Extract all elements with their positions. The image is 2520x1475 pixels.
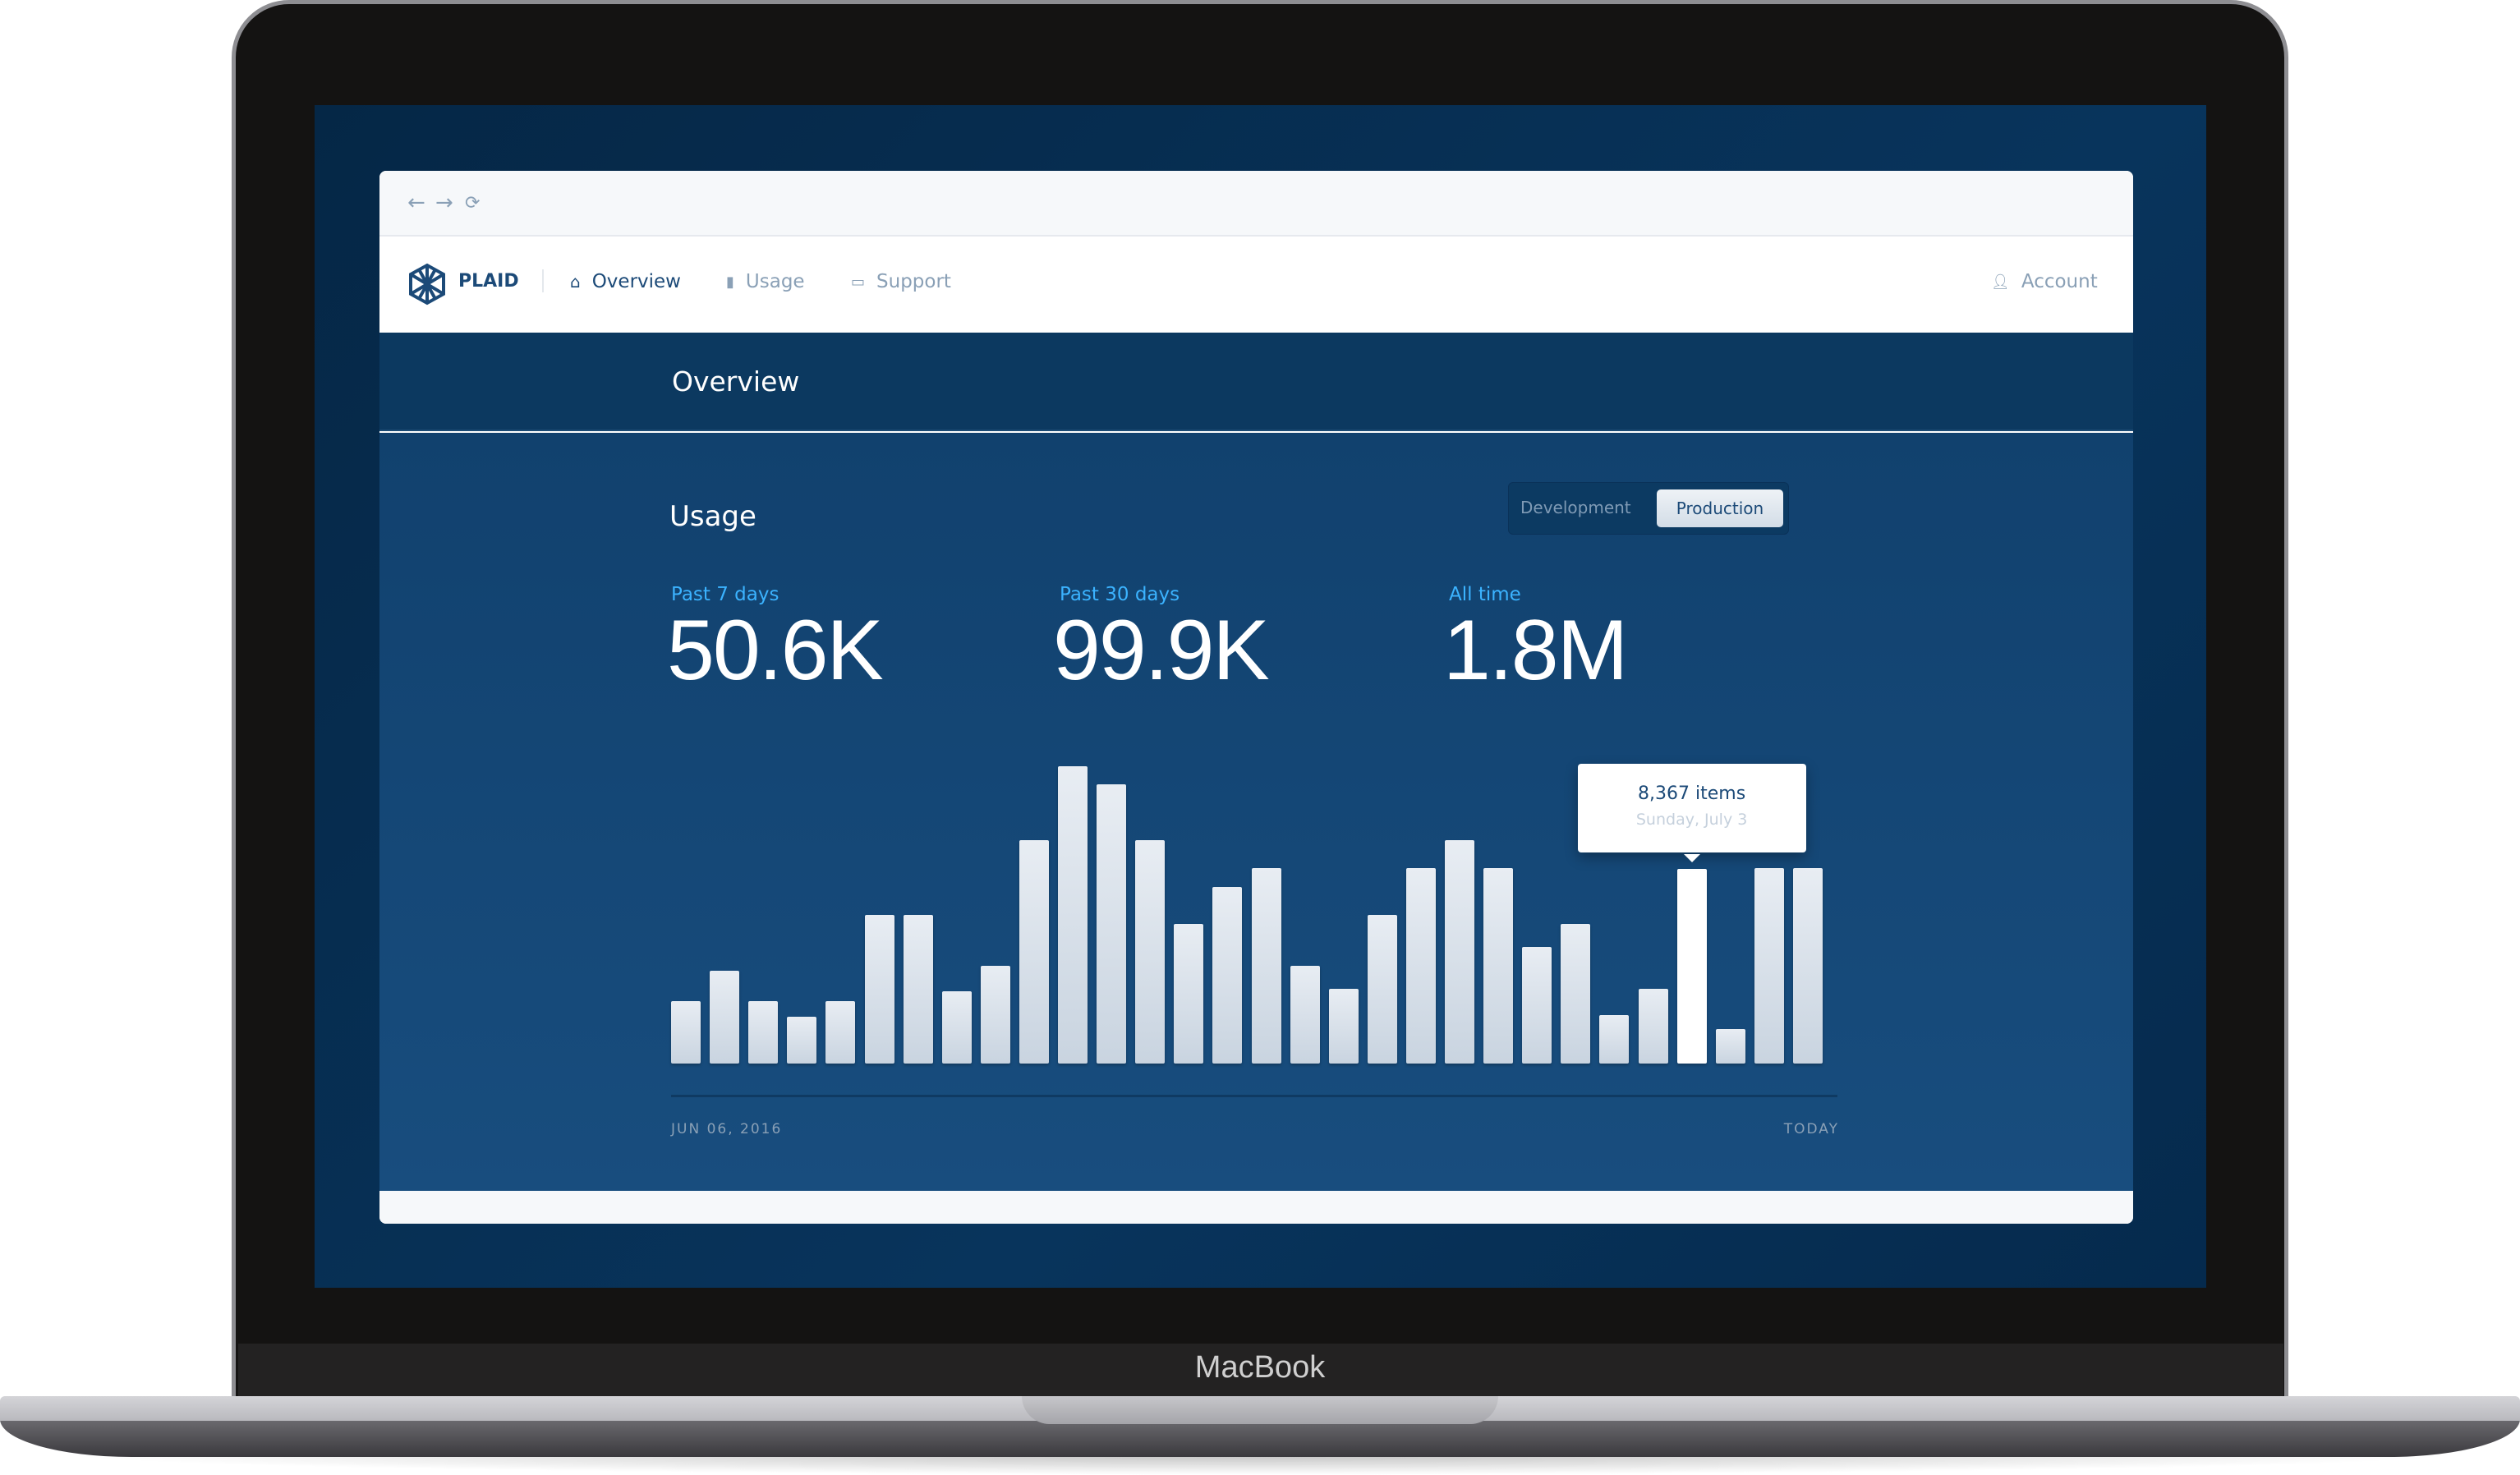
chart-bar[interactable] [864,914,894,1064]
toggle-production[interactable]: Production [1657,489,1783,527]
nav-item-usage[interactable]: ▮ Usage [726,271,805,292]
chart-bar[interactable] [825,1000,856,1064]
nav-item-label: Overview [591,271,681,292]
chart-bar[interactable] [1097,784,1127,1064]
chart-bar[interactable] [1290,966,1320,1064]
chart-bar[interactable] [1561,924,1591,1064]
nav-item-overview[interactable]: ⌂ Overview [570,271,681,292]
chart-bar[interactable] [1754,868,1784,1064]
page-footer [379,1191,2133,1224]
chart-tooltip: 8,367 items Sunday, July 3 [1577,764,1806,863]
chart-bar[interactable] [1251,868,1281,1064]
bar-chart-icon: ▮ [726,273,734,291]
stat-label: All time [1449,584,1521,605]
chart-bar[interactable] [787,1017,817,1064]
arrow-right-icon[interactable]: → [435,191,453,215]
chart-bar[interactable] [748,1000,779,1064]
device-brand: MacBook [1194,1350,1326,1385]
chart-bar[interactable] [903,914,933,1064]
nav-item-support[interactable]: ▭ Support [851,271,951,292]
user-icon: 👤︎ [1991,273,2010,291]
chart-bar[interactable] [941,991,972,1064]
laptop-notch [1022,1396,1498,1424]
laptop-chin [238,1344,2283,1406]
page-title: Overview [672,365,800,397]
chart-bar[interactable] [1483,868,1514,1064]
laptop-shadow [49,1454,2472,1475]
chart-bar[interactable] [1445,840,1474,1064]
toggle-development[interactable]: Development [1520,498,1631,517]
nav-item-label: Usage [745,271,805,292]
chart-bar[interactable] [1019,840,1049,1064]
chart-bar[interactable] [671,1000,701,1064]
logo-text: PLAID [458,271,519,292]
chart-bar[interactable] [1367,914,1397,1064]
laptop-base [0,1419,2520,1457]
chart-bar[interactable] [1676,869,1707,1064]
section-title: Usage [669,500,756,533]
home-icon: ⌂ [570,272,581,292]
tooltip-value: 8,367 items [1638,783,1746,805]
stat-label: Past 7 days [671,584,779,605]
tooltip-date: Sunday, July 3 [1635,811,1748,829]
chart-bar[interactable] [1405,868,1436,1064]
stat-label: Past 30 days [1060,584,1180,605]
chart-bar[interactable] [1715,1028,1745,1064]
chart-bar[interactable] [1135,840,1166,1064]
environment-toggle: Development Production [1508,482,1789,535]
chart-bar[interactable] [1599,1014,1630,1064]
chart-bar[interactable] [1792,868,1823,1064]
nav-item-label: Support [876,271,951,292]
stat-value: 50.6K [667,603,884,698]
x-axis-start-label: JUN 06, 2016 [671,1121,783,1137]
nav-divider [542,269,544,292]
chart-bar[interactable] [710,970,740,1064]
chart-bar[interactable] [1522,947,1552,1064]
chat-icon: ▭ [851,273,866,291]
account-link[interactable]: 👤︎ Account [1991,271,2098,292]
plaid-logo-icon[interactable] [407,263,447,306]
stat-value: 1.8M [1443,603,1628,698]
chart-bar[interactable] [1328,989,1359,1064]
chart-bar[interactable] [1174,924,1204,1064]
browser-toolbar: ← → ⟳ [379,171,2133,237]
browser-window: ← → ⟳ PLAID ⌂ Overview ▮ Usage ▭ Support… [379,171,2133,1224]
stat-value: 99.9K [1053,603,1270,698]
chart-bar[interactable] [1638,989,1668,1064]
x-axis-end-label: TODAY [1783,1121,1839,1137]
arrow-left-icon[interactable]: ← [407,191,425,215]
reload-icon[interactable]: ⟳ [465,193,481,214]
chart-bar[interactable] [980,966,1010,1064]
usage-panel: Usage Development Production Past 7 days… [379,433,2133,1191]
usage-bar-chart [379,433,2133,1191]
account-label: Account [2021,271,2098,292]
chart-bar[interactable] [1058,765,1088,1064]
x-axis-line [671,1095,1837,1097]
page-header: Overview [379,333,2133,431]
chart-bar[interactable] [1212,886,1243,1064]
top-nav: PLAID ⌂ Overview ▮ Usage ▭ Support 👤︎ Ac… [379,238,2133,333]
